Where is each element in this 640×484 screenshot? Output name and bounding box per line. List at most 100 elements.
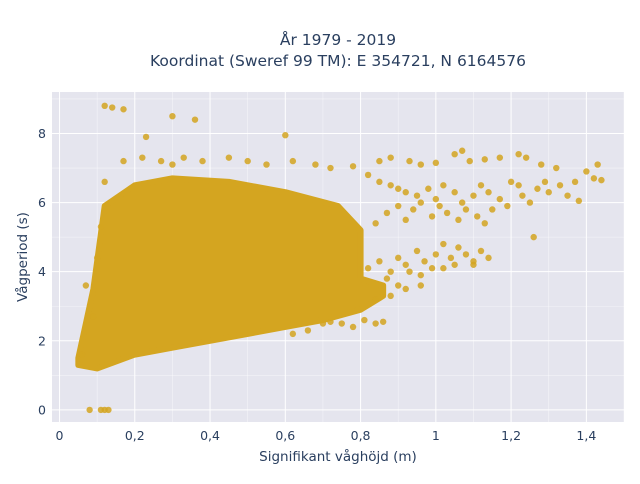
scatter-point (387, 292, 394, 300)
scatter-point (466, 157, 473, 165)
x-tick-label: 0,6 (275, 428, 295, 443)
x-axis-ticks: 0 0,2 0,4 0,6 0,8 1 1,2 1,4 (56, 428, 597, 443)
scatter-point (402, 261, 409, 268)
scatter-point (93, 254, 101, 262)
scatter-point (436, 202, 443, 210)
scatter-point (432, 159, 440, 167)
x-tick-label: 0,4 (200, 428, 220, 443)
scatter-point (387, 268, 394, 275)
y-tick-label: 4 (38, 264, 46, 279)
x-tick-label: 1 (432, 428, 440, 443)
scatter-point (481, 220, 488, 227)
dense-scatter-region (75, 175, 387, 372)
scatter-point (199, 157, 206, 165)
scatter-point (590, 175, 598, 182)
scatter-point (564, 192, 571, 199)
scatter-point (101, 178, 108, 186)
scatter-point (157, 157, 165, 165)
scatter-point (594, 161, 601, 168)
scatter-point (425, 185, 432, 192)
scatter-point (349, 163, 357, 170)
scatter-point (372, 220, 379, 227)
scatter-point (349, 323, 357, 331)
scatter-point (571, 178, 579, 186)
scatter-point (447, 254, 455, 262)
scatter-point (451, 261, 458, 268)
scatter-point (455, 216, 462, 224)
scatter-point (90, 313, 97, 320)
scatter-point (477, 182, 485, 189)
scatter-point (402, 216, 409, 224)
scatter-point (481, 156, 488, 163)
scatter-point (406, 268, 413, 275)
y-tick-label: 8 (38, 126, 46, 141)
scatter-point (376, 258, 383, 265)
scatter-point (440, 240, 447, 248)
scatter-point (545, 189, 552, 196)
scatter-point (225, 154, 233, 161)
scatter-point (421, 258, 428, 265)
scatter-point (142, 133, 150, 141)
scatter-point (86, 406, 93, 414)
scatter-point (440, 182, 447, 189)
scatter-point (575, 197, 583, 205)
scatter-point (82, 282, 90, 289)
scatter-point (169, 112, 176, 120)
scatter-point (515, 150, 522, 158)
scatter-point (191, 116, 199, 123)
scatter-point (120, 157, 127, 165)
scatter-point (440, 265, 447, 272)
scatter-point (515, 182, 522, 189)
scatter-point (432, 195, 440, 203)
scatter-point (410, 206, 417, 213)
scatter-point (530, 233, 537, 241)
scatter-point (395, 254, 402, 262)
scatter-point (387, 182, 394, 189)
scatter-point (417, 282, 424, 289)
scatter-point (395, 185, 402, 192)
scatter-point (101, 102, 108, 110)
scatter-point (387, 154, 394, 161)
scatter-point (538, 161, 545, 168)
scatter-point (169, 161, 176, 168)
scatter-point (402, 285, 409, 293)
scatter-point (451, 189, 458, 196)
scatter-point (402, 189, 409, 196)
scatter-point (522, 154, 530, 161)
scatter-point (406, 157, 413, 165)
scatter-point (417, 271, 424, 279)
scatter-point (379, 318, 387, 325)
scatter-point (139, 154, 146, 161)
x-tick-label: 0,2 (125, 428, 145, 443)
scatter-point (458, 147, 466, 154)
scatter-point (526, 199, 534, 206)
scatter-point (97, 223, 105, 230)
scatter-point (376, 157, 383, 165)
scatter-point (180, 154, 187, 161)
scatter-point (583, 168, 590, 175)
y-axis-ticks: 0 2 4 6 8 (38, 126, 46, 417)
chart-title: År 1979 - 2019 (280, 30, 396, 49)
scatter-point (338, 320, 345, 327)
scatter-point (109, 104, 116, 111)
scatter-point (443, 209, 451, 217)
scatter-point (364, 265, 372, 272)
scatter-point (496, 195, 504, 203)
scatter-point (477, 247, 485, 255)
scatter-point (327, 164, 334, 172)
scatter-point (376, 178, 383, 186)
scatter-point (282, 131, 289, 139)
scatter-point (289, 330, 297, 338)
scatter-point (372, 296, 379, 303)
scatter-point (383, 209, 391, 217)
y-tick-label: 6 (38, 195, 46, 210)
x-tick-label: 0 (56, 428, 64, 443)
scatter-point (105, 406, 112, 414)
scatter-point (470, 258, 477, 265)
scatter-point (519, 192, 526, 199)
scatter-point (507, 178, 515, 186)
y-axis-label: Vågperiod (s) (14, 212, 31, 302)
x-axis-label: Signifikant våghöjd (m) (259, 448, 417, 465)
